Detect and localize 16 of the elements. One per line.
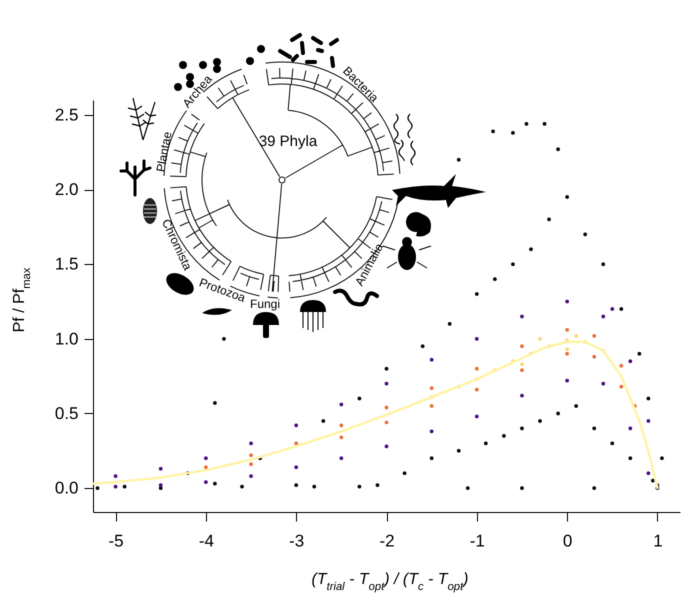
- annotation: Fungi: [250, 297, 280, 312]
- x-tick-label: 1: [653, 532, 663, 550]
- x-tick-label: -4: [198, 532, 214, 550]
- y-tick-label: 1.5: [54, 254, 78, 274]
- y-tick-label: 0.0: [54, 478, 78, 498]
- y-tick-label: 1.0: [54, 329, 78, 348]
- annotation: Plantae: [154, 130, 175, 174]
- x-tick-label: -1: [470, 532, 485, 550]
- y-tick-label: 2.0: [54, 180, 78, 200]
- text: (T$_{trial}$ - T$_{opt}$) / (T$_{c}$ - T$_{opt}$): [312, 571, 468, 593]
- x-tick-label: -5: [108, 532, 124, 550]
- x-tick-label: -3: [289, 532, 304, 550]
- x-tick-label: -2: [379, 532, 395, 550]
- y-tick-label: 0.5: [54, 404, 78, 423]
- y-tick-label: 2.5: [54, 105, 78, 124]
- x-tick-label: 0: [562, 532, 572, 550]
